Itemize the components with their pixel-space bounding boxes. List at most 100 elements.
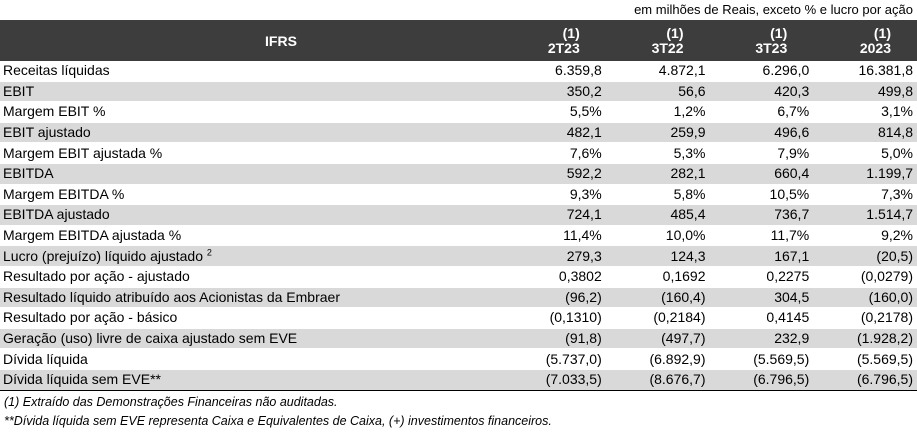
period-label: 3T23 [755, 39, 788, 56]
row-label: Resultado por ação - ajustado [3, 268, 190, 285]
value-cell: 5,3% [605, 142, 710, 164]
units-note: em milhões de Reais, exceto % e lucro po… [634, 2, 913, 17]
table-body: Receitas líquidas 6.359,8 4.872,1 6.296,0 16… [0, 61, 917, 391]
table-row: Resultado líquido atribuído aos Acionist… [0, 287, 917, 309]
value-cell: (8.676,7) [605, 369, 710, 391]
row-label: Lucro (prejuízo) líquido ajustado [3, 247, 204, 264]
row-label-cell: Resultado por ação - ajustado [0, 266, 502, 288]
value-cell: 9,3% [502, 184, 606, 206]
value-cell: 0,4145 [709, 307, 814, 329]
value-cell: 7,3% [813, 184, 917, 206]
row-label-cell: EBIT ajustado [0, 122, 502, 144]
value-cell: 660,4 [709, 163, 814, 185]
value-cell: 499,8 [813, 81, 917, 103]
footnote-2: **Dívida líquida sem EVE representa Caix… [4, 414, 552, 428]
row-label: Margem EBITDA ajustada % [3, 227, 182, 244]
value-cell: 5,8% [605, 184, 710, 206]
value-cell: (5.737,0) [502, 348, 606, 370]
ifrs-table: IFRS (1) 2T23 (1) 3T22 (1) 3T23 (1) 2023 [0, 20, 917, 391]
row-label: Resultado líquido atribuído aos Acionist… [3, 288, 340, 305]
value-cell: 724,1 [502, 204, 606, 226]
value-cell: 482,1 [502, 122, 606, 144]
value-cell: 0,3802 [502, 266, 606, 288]
period-note: (1) [873, 24, 891, 41]
value-cell: 282,1 [605, 163, 710, 185]
header-period-0: (1) 2T23 [502, 20, 606, 61]
table-row: EBITDA ajustado 724,1 485,4 736,7 1.514,7 [0, 204, 917, 226]
value-cell: (7.033,5) [502, 369, 606, 391]
value-cell: (5.569,5) [813, 348, 917, 370]
header-period-2: (1) 3T23 [709, 20, 814, 61]
footnote-marker: 2 [206, 246, 212, 257]
row-label-cell: Resultado líquido atribuído aos Acionist… [0, 287, 502, 309]
value-cell: 420,3 [709, 81, 814, 103]
row-label-cell: Geração (uso) livre de caixa ajustado se… [0, 328, 502, 350]
table-row: Margem EBITDA % 9,3% 5,8% 10,5% 7,3% [0, 184, 917, 206]
table-row: Margem EBIT % 5,5% 1,2% 6,7% 3,1% [0, 101, 917, 123]
row-label: Dívida líquida sem EVE** [3, 371, 161, 388]
value-cell: (497,7) [605, 328, 710, 350]
value-cell: 124,3 [605, 245, 710, 267]
table-row: Geração (uso) livre de caixa ajustado se… [0, 328, 917, 350]
row-label-cell: Dívida líquida sem EVE** [0, 369, 502, 391]
value-cell: (91,8) [502, 328, 606, 350]
value-cell: 4.872,1 [605, 61, 710, 82]
row-label-cell: Resultado por ação - básico [0, 307, 502, 329]
table-row: Margem EBIT ajustada % 7,6% 5,3% 7,9% 5,0% [0, 142, 917, 164]
row-label-cell: Margem EBITDA % [0, 184, 502, 206]
value-cell: (0,1310) [502, 307, 606, 329]
value-cell: 592,2 [502, 163, 606, 185]
period-note: (1) [770, 24, 788, 41]
value-cell: 304,5 [709, 287, 814, 309]
row-label: EBITDA ajustado [3, 206, 110, 223]
value-cell: 0,2275 [709, 266, 814, 288]
value-cell: 259,9 [605, 122, 710, 144]
value-cell: 496,6 [709, 122, 814, 144]
header-ifrs-label: IFRS [0, 20, 502, 61]
value-cell: 0,1692 [605, 266, 710, 288]
value-cell: 7,6% [502, 142, 606, 164]
period-note: (1) [666, 24, 684, 41]
table-row: EBIT 350,2 56,6 420,3 499,8 [0, 81, 917, 103]
value-cell: (6.892,9) [605, 348, 710, 370]
header-period-3: (1) 2023 [813, 20, 917, 61]
value-cell: 1,2% [605, 101, 710, 123]
table-row: EBITDA 592,2 282,1 660,4 1.199,7 [0, 163, 917, 185]
value-cell: 350,2 [502, 81, 606, 103]
row-label: Resultado por ação - básico [3, 309, 178, 326]
table-row: Margem EBITDA ajustada % 11,4% 10,0% 11,7% 9… [0, 225, 917, 247]
value-cell: 11,7% [709, 225, 814, 247]
value-cell: 6.359,8 [502, 61, 606, 82]
row-label: Margem EBIT ajustada % [3, 144, 163, 161]
row-label: EBIT ajustado [3, 124, 91, 141]
table-row: Receitas líquidas 6.359,8 4.872,1 6.296,0 16… [0, 61, 917, 82]
table-row: Resultado por ação - básico (0,1310) (0,21… [0, 307, 917, 329]
value-cell: (0,2178) [813, 307, 917, 329]
row-label: Receitas líquidas [3, 62, 110, 79]
row-label-cell: Margem EBITDA ajustada % [0, 225, 502, 247]
period-label: 3T22 [651, 39, 684, 56]
value-cell: (5.569,5) [709, 348, 814, 370]
table-header-row: IFRS (1) 2T23 (1) 3T22 (1) 3T23 (1) 2023 [0, 20, 917, 61]
table-row: Resultado por ação - ajustado 0,3802 0,169… [0, 266, 917, 288]
table-row: EBIT ajustado 482,1 259,9 496,6 814,8 [0, 122, 917, 144]
row-label-cell: Lucro (prejuízo) líquido ajustado 2 [0, 245, 502, 267]
row-label-cell: Receitas líquidas [0, 61, 502, 82]
value-cell: 279,3 [502, 245, 606, 267]
table-row: Dívida líquida sem EVE** (7.033,5) (8.676,… [0, 369, 917, 391]
value-cell: 814,8 [813, 122, 917, 144]
value-cell: (1.928,2) [813, 328, 917, 350]
value-cell: 167,1 [709, 245, 814, 267]
value-cell: (160,4) [605, 287, 710, 309]
value-cell: 9,2% [813, 225, 917, 247]
value-cell: (0,2184) [605, 307, 710, 329]
row-label-cell: EBIT [0, 81, 502, 103]
value-cell: 10,5% [709, 184, 814, 206]
footnotes: (1) Extraído das Demonstrações Financeir… [4, 393, 552, 431]
value-cell: (6.796,5) [813, 369, 917, 391]
value-cell: 5,5% [502, 101, 606, 123]
value-cell: 485,4 [605, 204, 710, 226]
value-cell: 1.514,7 [813, 204, 917, 226]
value-cell: 6,7% [709, 101, 814, 123]
